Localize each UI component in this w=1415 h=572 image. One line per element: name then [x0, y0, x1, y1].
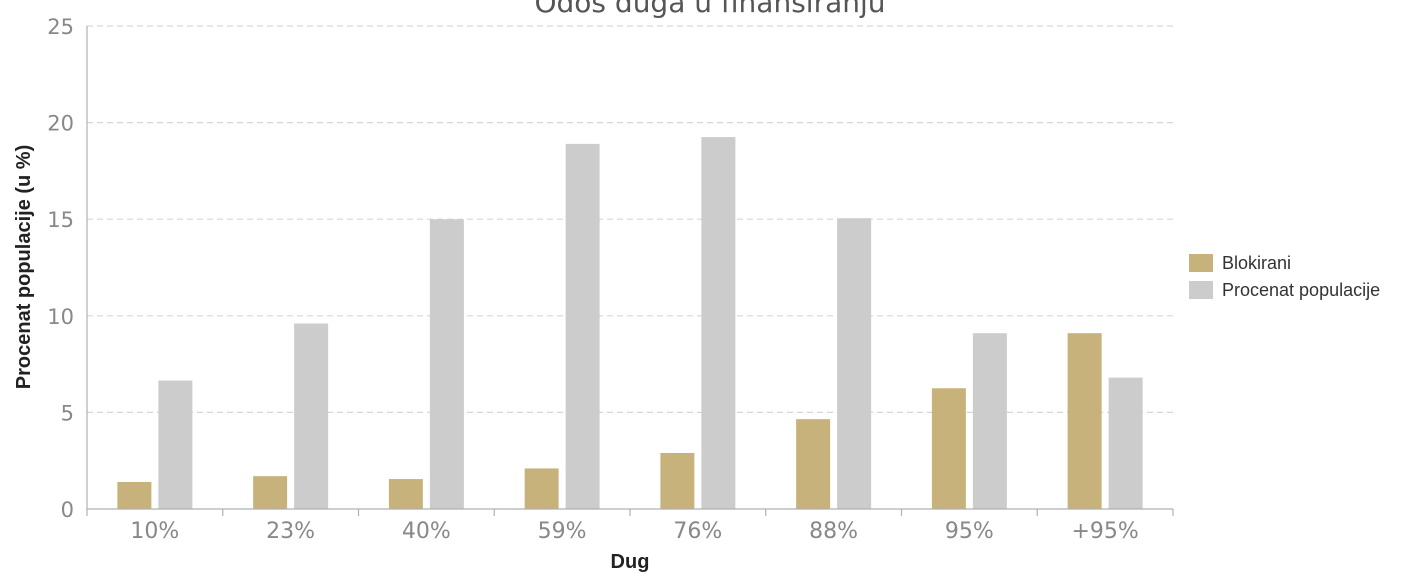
y-tick-label: 5	[61, 401, 74, 425]
x-axis-title: Dug	[611, 551, 650, 572]
bar-blokirani	[253, 476, 288, 509]
bar-blokirani	[524, 468, 559, 509]
legend-label: Procenat populacije	[1222, 280, 1380, 300]
bar-blokirani	[117, 481, 152, 509]
legend: Blokirani Procenat populacije	[1189, 253, 1380, 300]
bar-procenat-populacije	[701, 137, 736, 509]
legend-swatch	[1189, 254, 1213, 272]
x-tick-label: 59%	[538, 519, 587, 544]
legend-swatch	[1189, 281, 1213, 299]
y-tick-label: 20	[47, 112, 74, 136]
bar-blokirani	[931, 388, 966, 509]
x-tick-label: 40%	[402, 519, 451, 544]
bar-procenat-populacije	[429, 219, 464, 509]
bar-procenat-populacije	[158, 380, 193, 509]
y-axis-ticks: 0 5 10 15 20 25	[47, 15, 74, 522]
bar-blokirani	[796, 419, 831, 509]
y-axis-title: Procenat populacije (u %)	[13, 145, 35, 389]
chart-title: Odos duga u finansiranju	[534, 0, 885, 19]
bar-blokirani	[1067, 333, 1102, 509]
bar-blokirani	[660, 452, 695, 509]
y-tick-label: 0	[61, 498, 74, 522]
bar-procenat-populacije	[294, 323, 329, 509]
bar-procenat-populacije	[565, 143, 600, 510]
x-tick-label: 95%	[945, 519, 994, 544]
bars	[117, 137, 1143, 510]
x-tick-label: 23%	[266, 519, 315, 544]
y-tick-label: 25	[47, 15, 74, 39]
y-tick-label: 10	[47, 305, 74, 329]
x-tick-label: 10%	[130, 519, 179, 544]
y-tick-label: 15	[47, 208, 74, 232]
bar-blokirani	[388, 479, 423, 509]
x-axis: 10% 23% 40% 59% 76% 88% 95% +95%	[86, 26, 1174, 544]
bar-procenat-populacije	[837, 218, 872, 509]
gridlines	[87, 25, 1173, 413]
x-tick-label: +95%	[1071, 519, 1138, 544]
bar-procenat-populacije	[1108, 377, 1143, 509]
legend-label: Blokirani	[1222, 253, 1291, 273]
x-tick-label: 88%	[809, 519, 858, 544]
x-tick-label: 76%	[673, 519, 722, 544]
bar-procenat-populacije	[972, 333, 1007, 509]
